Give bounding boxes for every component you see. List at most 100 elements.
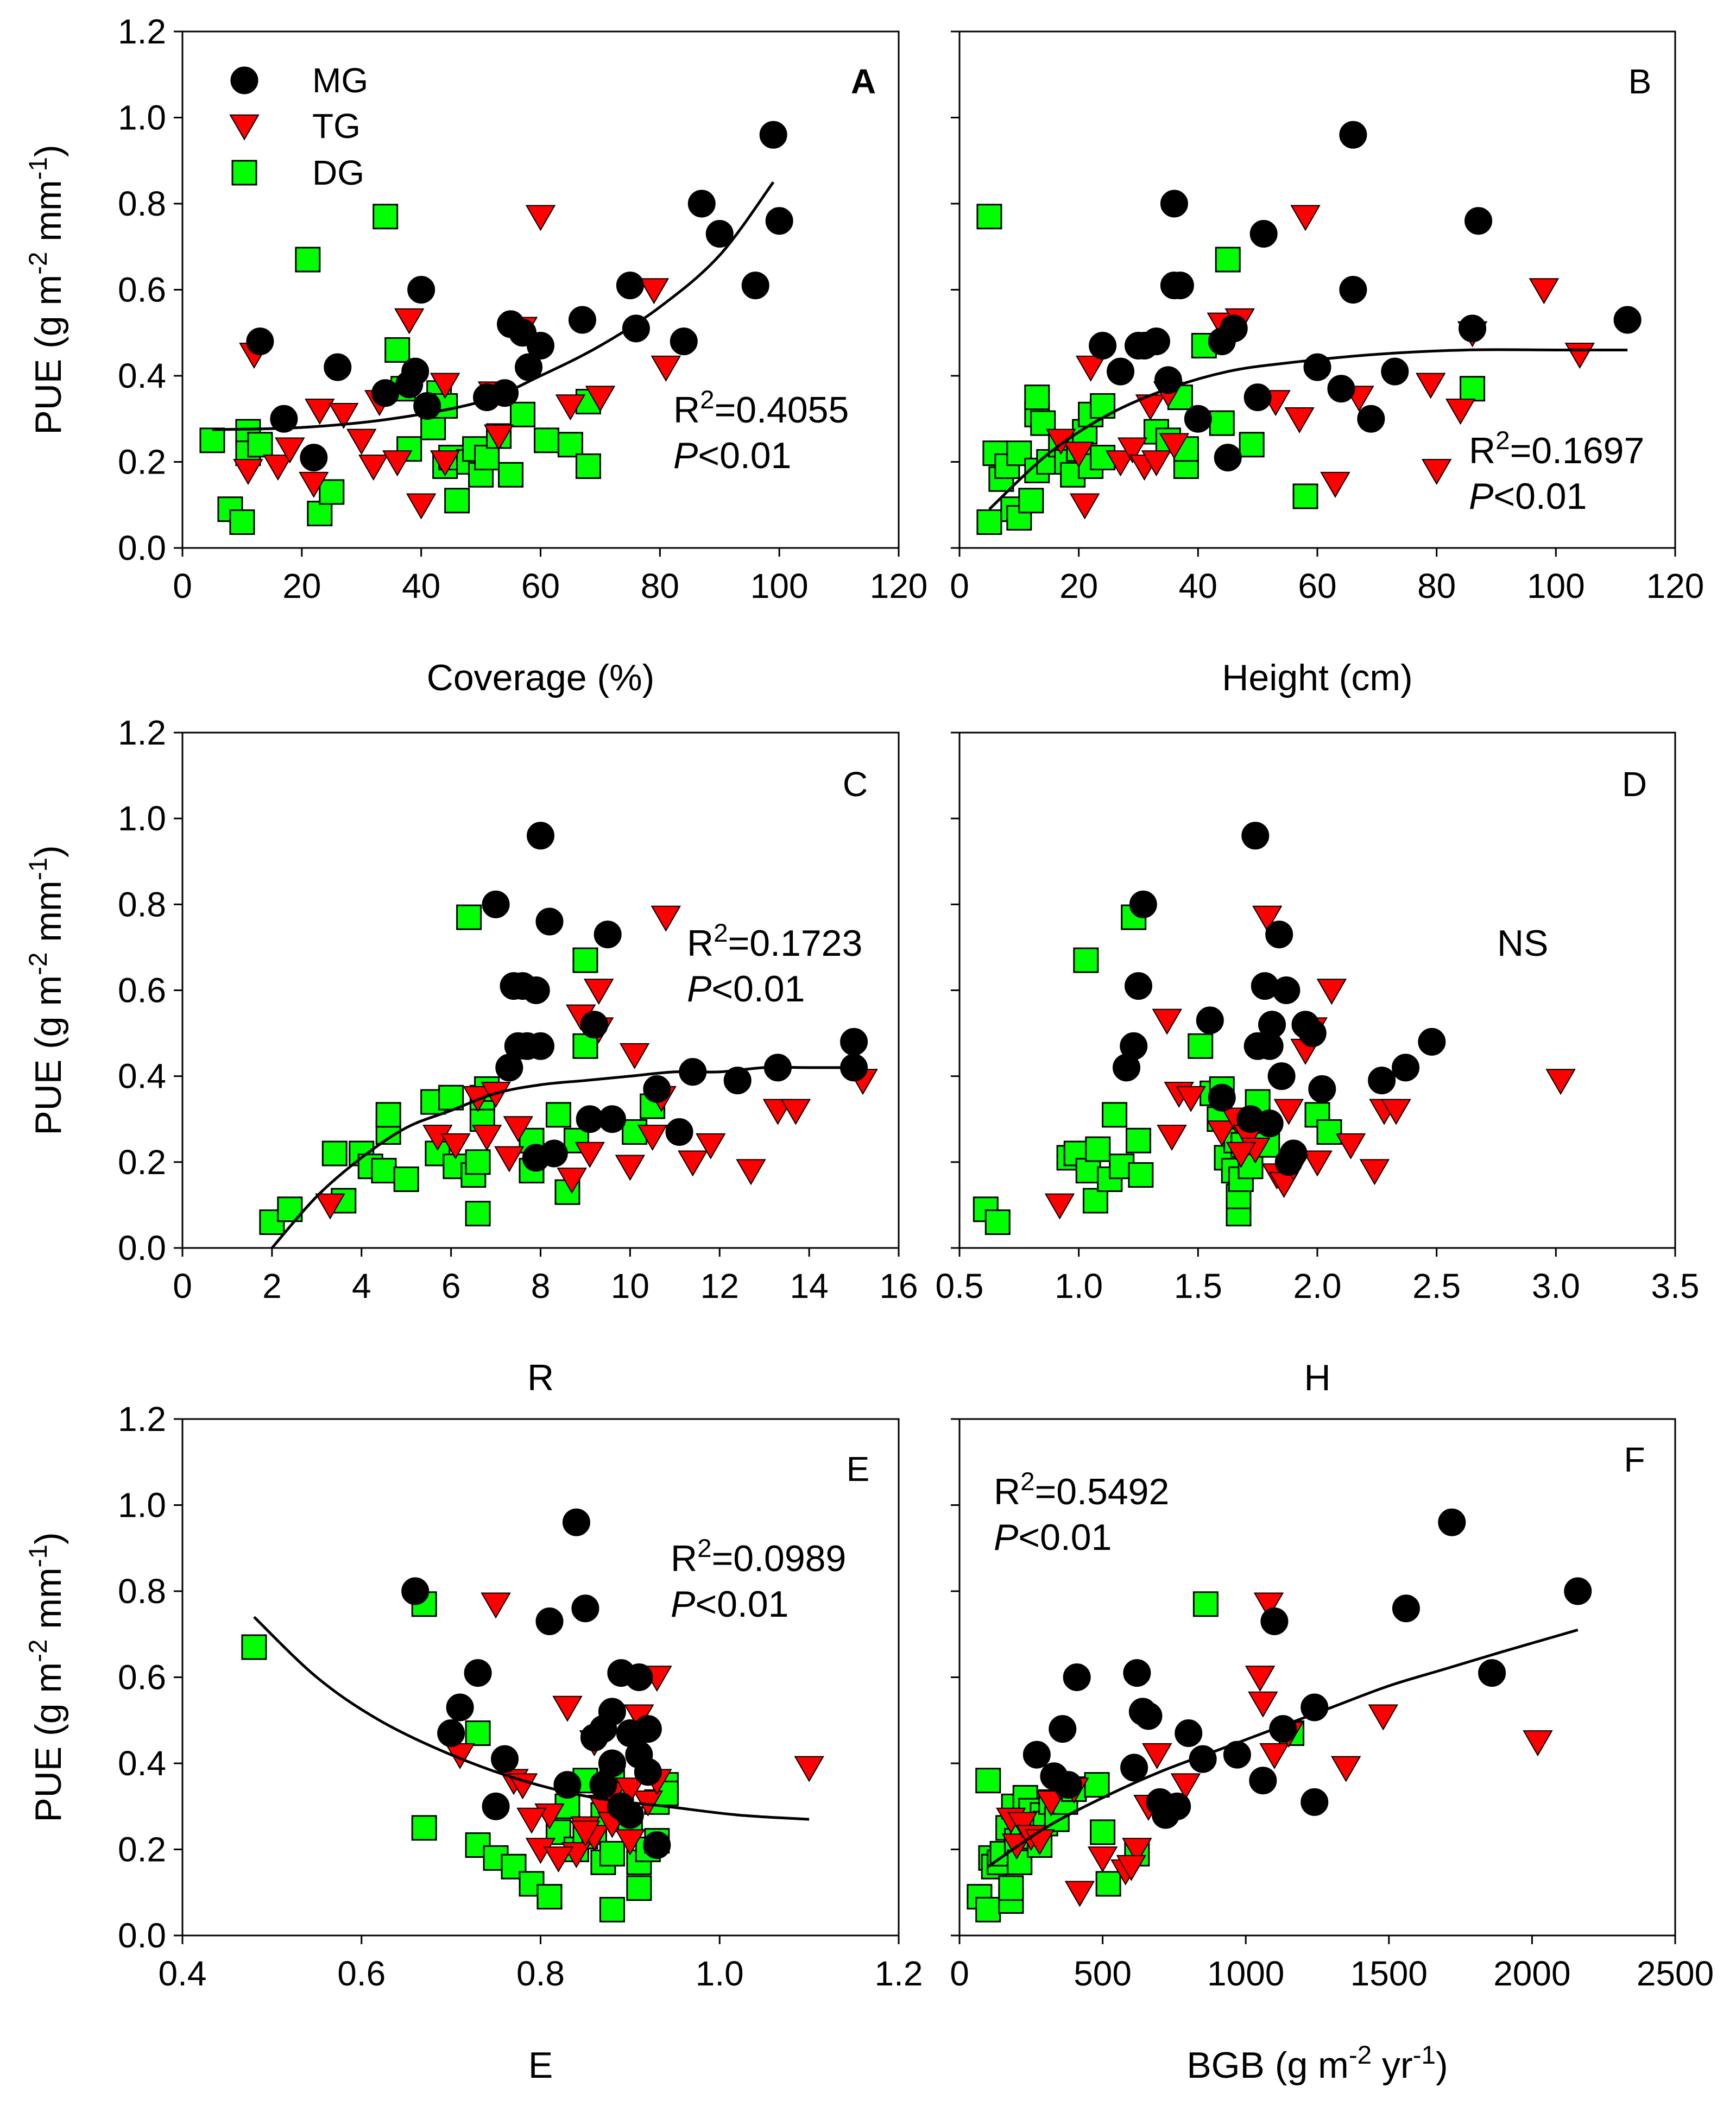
y-tick-label: 0.4 (118, 356, 166, 395)
data-point-tg (445, 1743, 475, 1769)
y-tick-label: 1.2 (118, 12, 166, 51)
fit-curve (987, 1628, 1579, 1868)
data-point-tg (1316, 979, 1347, 1005)
data-point-dg (241, 1634, 267, 1660)
data-point-dg (229, 509, 255, 535)
x-tick-label: 20 (1059, 566, 1098, 606)
data-point-mg (1368, 1067, 1396, 1095)
data-point-tg (1063, 442, 1094, 468)
data-point-tg (736, 1159, 766, 1186)
data-point-tg (543, 1846, 574, 1873)
data-point-tg (678, 1150, 708, 1177)
data-point-mg (598, 1749, 626, 1777)
data-point-dg (1095, 1871, 1121, 1897)
data-point-dg (626, 1875, 652, 1901)
p-value-label: P<0.01 (687, 968, 805, 1010)
data-point-mg (446, 1693, 474, 1722)
data-point-tg (1157, 1125, 1187, 1151)
data-point-mg (535, 907, 564, 936)
data-point-mg (1308, 1075, 1336, 1103)
data-point-dg (1024, 384, 1050, 411)
data-point-mg (1418, 1027, 1446, 1056)
data-point-mg (324, 353, 352, 381)
data-point-tg (1176, 1086, 1206, 1112)
data-point-dg (373, 204, 399, 230)
data-point-mg (527, 822, 554, 850)
data-point-tg (1207, 1120, 1237, 1147)
data-point-dg (1215, 247, 1241, 273)
data-point-mg (401, 1577, 430, 1605)
data-point-tg (639, 278, 670, 305)
x-tick-label: 0.5 (936, 1266, 984, 1306)
p-value-label: P<0.01 (673, 435, 791, 476)
data-point-tg (1252, 905, 1283, 932)
data-point-dg (295, 247, 321, 273)
data-point-dg (498, 462, 524, 488)
data-point-mg (1214, 444, 1242, 472)
data-point-dg (545, 1102, 571, 1128)
data-point-mg (270, 405, 298, 433)
data-point-tg (583, 979, 614, 1005)
data-point-mg (540, 1139, 568, 1168)
y-tick-label: 1.0 (118, 799, 166, 838)
data-point-dg (465, 1201, 491, 1227)
y-tick-label: 0.0 (118, 1916, 166, 1955)
data-point-tg (1245, 1666, 1276, 1692)
data-point-tg (516, 1807, 547, 1834)
series-tg (996, 1592, 1553, 1907)
data-point-mg (230, 66, 258, 94)
data-point-dg (1460, 376, 1486, 402)
x-tick-label: 16 (879, 1266, 918, 1306)
x-tick-label: 1.0 (696, 1954, 744, 1993)
data-point-tg (1320, 471, 1350, 498)
data-point-mg (741, 272, 769, 300)
data-point-mg (643, 1075, 671, 1103)
x-tick-label: 2 (262, 1266, 282, 1306)
data-point-dg (575, 453, 601, 479)
data-point-tg (555, 394, 586, 421)
data-point-mg (1392, 1594, 1420, 1623)
series-mg (401, 1508, 671, 1859)
x-tick-label: 10 (611, 1266, 649, 1306)
data-point-mg (840, 1027, 868, 1056)
y-tick-label: 0.8 (118, 885, 166, 924)
data-point-mg (482, 890, 510, 918)
data-point-tg (471, 1125, 502, 1151)
data-point-mg (670, 327, 698, 356)
data-point-mg (616, 272, 644, 300)
x-tick-label: 1500 (1350, 1954, 1428, 1993)
p-value-label: P<0.01 (671, 1584, 788, 1625)
legend-label-dg: DG (312, 153, 364, 192)
r-squared-label: R2=0.1697 (1469, 426, 1644, 472)
x-axis-title: BGB (g m-2 yr-1) (1186, 2041, 1448, 2086)
data-point-tg (406, 493, 437, 520)
data-point-tg (570, 1820, 601, 1847)
data-point-mg (1339, 276, 1367, 304)
data-point-tg (483, 424, 514, 451)
data-point-dg (1102, 1102, 1128, 1128)
panel-f: 0 500 1000 1500 2000 2500 BGB (g m-2 yr-1) F R2=… (950, 1418, 1714, 2086)
x-tick-label: 40 (402, 566, 440, 606)
data-point-dg (247, 432, 273, 458)
data-point-tg (575, 1142, 605, 1168)
data-point-tg (1290, 205, 1321, 231)
x-tick-label: 0.8 (516, 1954, 565, 1993)
data-point-mg (1478, 1659, 1506, 1687)
data-point-mg (571, 1594, 599, 1623)
series-dg (976, 204, 1486, 535)
panel-e: 0.4 0.6 0.8 1.0 1.2 0.0 0.2 0.4 0.6 0.8 1.0 1.2 E PUE… (24, 1399, 923, 2086)
x-tick-label: 0 (173, 566, 192, 606)
data-point-mg (598, 1698, 626, 1726)
data-point-tg (507, 1773, 538, 1800)
x-tick-label: 0 (173, 1266, 192, 1306)
data-point-dg (456, 904, 482, 930)
x-tick-label: 12 (700, 1266, 739, 1306)
data-point-tg (696, 1133, 726, 1159)
data-point-mg (246, 327, 274, 356)
data-point-mg (1272, 976, 1301, 1004)
data-point-mg (1196, 1006, 1224, 1035)
data-point-tg (1368, 1704, 1398, 1731)
data-point-tg (494, 1146, 525, 1172)
data-point-tg (1226, 1142, 1257, 1168)
r-squared-label: R2=0.4055 (673, 386, 849, 431)
